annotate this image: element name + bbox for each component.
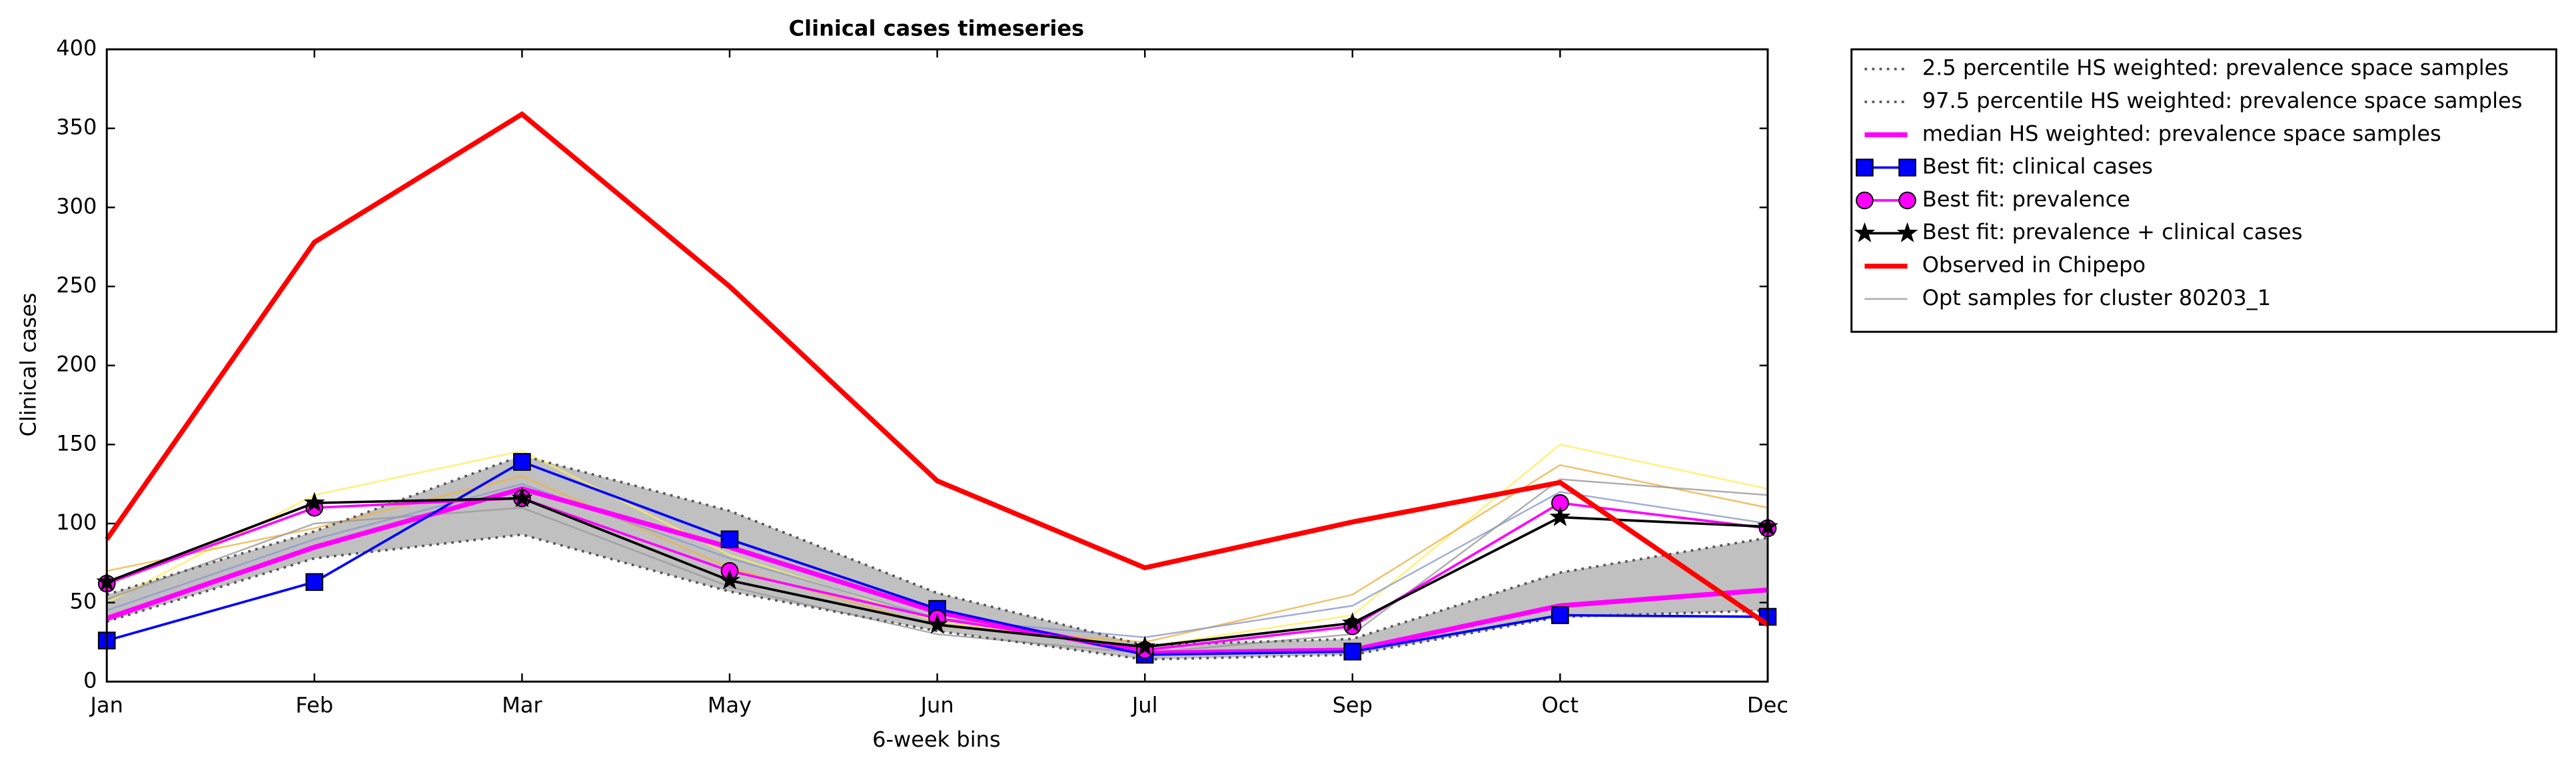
series-line xyxy=(105,111,1770,627)
marker xyxy=(513,453,531,471)
marker xyxy=(719,569,740,589)
legend-label: Opt samples for cluster 80203_1 xyxy=(1922,285,2271,310)
legend-label: Best fit: clinical cases xyxy=(1922,154,2153,179)
legend-label: Best fit: prevalence xyxy=(1922,187,2130,212)
series-line xyxy=(106,454,1768,647)
marker xyxy=(1341,611,1363,632)
marker xyxy=(720,530,739,549)
y-tick-label: 100 xyxy=(56,510,97,535)
legend: 2.5 percentile HS weighted: prevalence s… xyxy=(1850,48,2557,333)
sample-line xyxy=(106,478,1768,654)
marker xyxy=(1854,222,1876,242)
x-tick-label: Sep xyxy=(1333,692,1373,717)
x-tick-label: Mar xyxy=(502,692,542,717)
marker xyxy=(926,613,948,634)
marker xyxy=(1898,191,1916,210)
marker xyxy=(1896,222,1918,242)
y-tick-label: 50 xyxy=(70,589,97,614)
marker xyxy=(1898,159,1916,177)
x-axis-label: 6-week bins xyxy=(872,727,1001,752)
x-tick-label: Jan xyxy=(89,692,123,717)
legend-label: Observed in Chipepo xyxy=(1922,252,2146,278)
y-tick-label: 300 xyxy=(56,193,97,218)
y-tick-label: 400 xyxy=(56,35,97,61)
series-line xyxy=(106,533,1768,661)
y-tick-label: 200 xyxy=(56,352,97,377)
x-tick-label: Oct xyxy=(1542,692,1579,717)
marker xyxy=(305,573,324,591)
legend-label: median HS weighted: prevalence space sam… xyxy=(1922,121,2441,146)
marker xyxy=(1551,606,1569,624)
marker xyxy=(303,492,325,512)
x-tick-label: May xyxy=(708,692,752,717)
x-tick-label: Jul xyxy=(1131,692,1158,717)
chart-title: Clinical cases timeseries xyxy=(789,15,1085,41)
x-tick-label: Jun xyxy=(920,692,954,717)
y-axis-label: Clinical cases xyxy=(15,292,41,436)
legend-box xyxy=(1850,48,2557,333)
marker xyxy=(1856,159,1874,177)
y-tick-label: 0 xyxy=(83,667,97,693)
marker xyxy=(1856,191,1874,210)
y-tick-label: 350 xyxy=(56,115,97,140)
marker xyxy=(1343,642,1362,661)
legend-label: 2.5 percentile HS weighted: prevalence s… xyxy=(1922,55,2509,81)
y-tick-label: 150 xyxy=(56,430,97,456)
marker xyxy=(1134,635,1156,656)
x-tick-label: Dec xyxy=(1747,692,1788,717)
legend-label: 97.5 percentile HS weighted: prevalence … xyxy=(1922,88,2523,113)
marker xyxy=(511,487,533,508)
x-tick-label: Feb xyxy=(295,692,333,717)
y-tick-label: 250 xyxy=(56,272,97,298)
legend-label: Best fit: prevalence + clinical cases xyxy=(1922,219,2303,244)
marker xyxy=(1549,506,1571,526)
